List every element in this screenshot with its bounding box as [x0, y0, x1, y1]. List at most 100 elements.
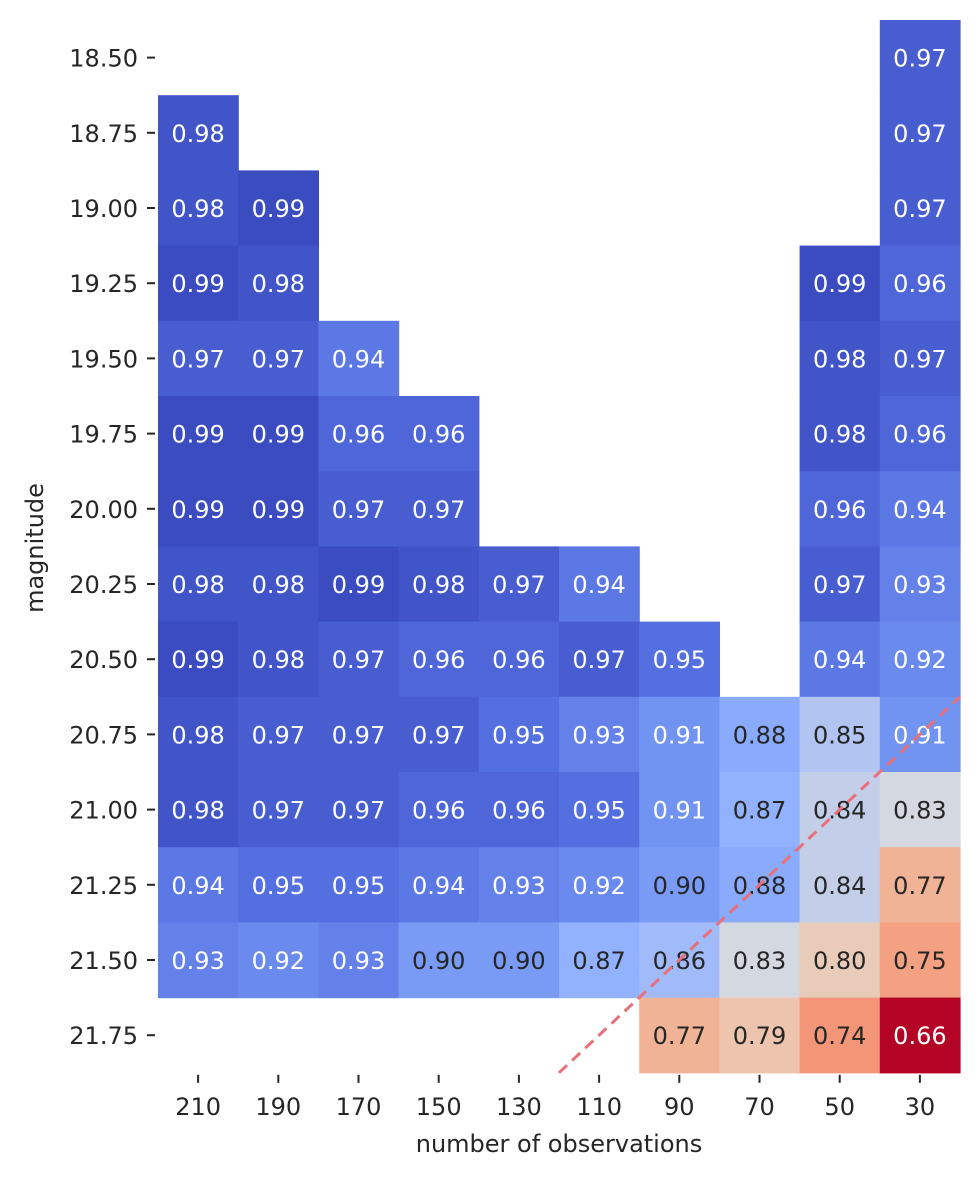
heatmap-cell [879, 320, 961, 397]
cell-value-label: 0.97 [412, 721, 465, 749]
cell-value-label: 0.97 [332, 646, 385, 674]
heatmap-cell [478, 847, 560, 923]
cell-value-label: 0.93 [572, 721, 625, 749]
heatmap-cell [238, 546, 319, 623]
heatmap-cell [398, 772, 480, 848]
reference-line [557, 695, 962, 1074]
cell-value-label: 0.99 [252, 195, 305, 223]
cell-value-label: 0.97 [332, 797, 385, 825]
y-tick-label: 18.75 [69, 120, 138, 148]
heatmap-cell [398, 847, 480, 923]
cell-value-label: 0.88 [733, 721, 786, 749]
heatmap-cell [559, 696, 640, 773]
y-axis: 18.50 18.75 19.00 19.25 19.50 19.75 20.00 20.25… [69, 45, 155, 1050]
heatmap-cell [879, 396, 961, 472]
heatmap-cell [238, 396, 319, 472]
heatmap-cell [879, 621, 961, 698]
heatmap-cell [318, 696, 400, 773]
heatmap-cell [478, 772, 560, 848]
heatmap-cell [799, 997, 881, 1074]
heatmap-cell [799, 320, 881, 397]
y-tick-label: 20.00 [69, 496, 138, 524]
cell-value-label: 0.96 [412, 421, 465, 449]
x-axis: 210 190 170 150 130 110 90 70 50 30 [175, 1074, 935, 1121]
cell-value-label: 0.95 [332, 872, 385, 900]
x-tick-label: 50 [824, 1093, 855, 1121]
cell-value-label: 0.96 [893, 421, 946, 449]
cell-value-label: 0.74 [813, 1022, 866, 1050]
heatmap-cell [639, 621, 720, 698]
cell-value-label: 0.97 [572, 646, 625, 674]
heatmap-cell [799, 546, 881, 623]
cell-value-label: 0.99 [171, 270, 224, 298]
heatmap-cell [559, 922, 640, 999]
heatmap-cell [158, 772, 239, 848]
heatmap-cell [238, 772, 319, 848]
cell-value-label: 0.98 [813, 345, 866, 373]
cell-value-label: 0.83 [733, 947, 786, 975]
heatmap-cell [559, 621, 640, 698]
heatmap-cell [158, 170, 239, 247]
cell-value-label: 0.98 [171, 797, 224, 825]
cell-value-label: 0.97 [171, 345, 224, 373]
heatmap-cell [398, 396, 480, 472]
heatmap-cell [158, 471, 239, 547]
y-axis-title: magnitude [21, 483, 49, 613]
cell-value-label: 0.97 [332, 721, 385, 749]
heatmap-cell [158, 245, 239, 322]
heatmap-cell [799, 696, 881, 773]
cell-value-label: 0.98 [813, 421, 866, 449]
x-axis-title: number of observations [416, 1130, 703, 1158]
cell-value-label: 0.97 [412, 496, 465, 524]
heatmap-cell [318, 621, 400, 698]
cell-value-label: 0.96 [893, 270, 946, 298]
cell-value-label: 0.98 [171, 120, 224, 148]
cell-value-label: 0.93 [492, 872, 545, 900]
heatmap-cell [318, 847, 400, 923]
cell-value-label: 0.99 [332, 571, 385, 599]
cell-value-label: 0.93 [332, 947, 385, 975]
x-tick-label: 130 [496, 1093, 542, 1121]
cell-value-label: 0.91 [653, 797, 706, 825]
cell-value-label: 0.99 [813, 270, 866, 298]
cell-value-label: 0.97 [492, 571, 545, 599]
cell-value-label: 0.75 [893, 947, 946, 975]
cell-value-label: 0.97 [893, 45, 946, 73]
cell-value-label: 0.99 [252, 421, 305, 449]
cell-value-label: 0.84 [813, 872, 866, 900]
cell-value-label: 0.95 [653, 646, 706, 674]
heatmap-cell [318, 320, 400, 397]
cell-value-label: 0.87 [733, 797, 786, 825]
cell-value-label: 0.94 [171, 872, 224, 900]
x-tick-label: 150 [416, 1093, 462, 1121]
heatmap-cell [879, 95, 961, 171]
heatmap-cell [639, 847, 720, 923]
cell-value-label: 0.96 [332, 421, 385, 449]
y-tick-label: 19.00 [69, 195, 138, 223]
cell-value-label: 0.98 [252, 571, 305, 599]
heatmap-cell [879, 997, 961, 1074]
cell-value-label: 0.97 [813, 571, 866, 599]
x-tick-label: 70 [744, 1093, 775, 1121]
heatmap-cell [799, 922, 881, 999]
heatmap-cell [158, 621, 239, 698]
cell-value-label: 0.99 [171, 496, 224, 524]
heatmap-cell [158, 696, 239, 773]
heatmap-cell [238, 922, 319, 999]
cell-value-label: 0.99 [171, 646, 224, 674]
y-tick-label: 19.75 [69, 421, 138, 449]
y-tick-label: 19.50 [69, 345, 138, 373]
heatmap-cell [559, 847, 640, 923]
cell-value-label: 0.77 [653, 1022, 706, 1050]
y-tick-label: 20.50 [69, 646, 138, 674]
heatmap-cell [559, 546, 640, 623]
heatmap-cell [158, 320, 239, 397]
heatmap-cell [879, 546, 961, 623]
heatmap-cell [879, 772, 961, 848]
heatmap-cell [799, 847, 881, 923]
cell-value-label: 0.95 [492, 721, 545, 749]
cell-value-label: 0.99 [171, 421, 224, 449]
cell-value-label: 0.93 [893, 571, 946, 599]
y-tick-label: 19.25 [69, 270, 138, 298]
